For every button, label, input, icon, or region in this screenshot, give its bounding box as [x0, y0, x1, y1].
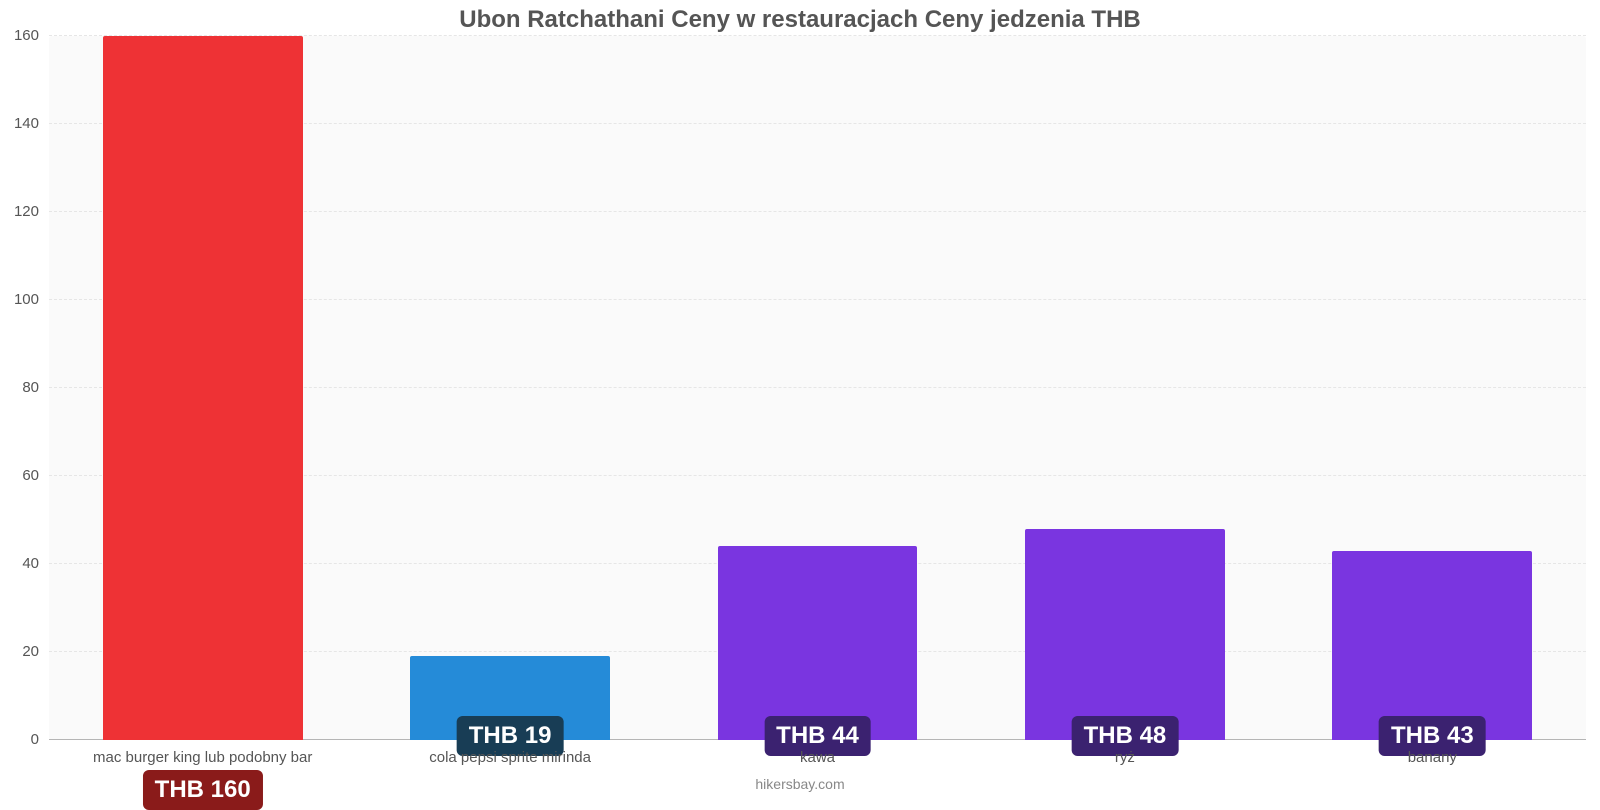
bars-container: THB 160 THB 19 THB 44 THB 48 THB 43	[49, 36, 1586, 740]
bar-slot: THB 44	[664, 36, 971, 740]
x-axis-label: mac burger king lub podobny bar	[49, 741, 356, 766]
y-tick-label: 60	[22, 467, 49, 485]
bar: THB 43	[1332, 551, 1532, 740]
y-tick-label: 40	[22, 555, 49, 573]
bar-slot: THB 19	[356, 36, 663, 740]
plot-area: 020406080100120140160 THB 160THB 19THB 4…	[49, 36, 1586, 740]
y-tick-label: 160	[14, 27, 49, 45]
x-axis-label: ryż	[971, 741, 1278, 766]
x-axis-label: banany	[1279, 741, 1586, 766]
bar: THB 48	[1025, 529, 1225, 740]
bar-slot: THB 43	[1279, 36, 1586, 740]
bar-slot: THB 48	[971, 36, 1278, 740]
bar: THB 19	[410, 656, 610, 740]
y-tick-label: 120	[14, 203, 49, 221]
x-labels: mac burger king lub podobny barcola peps…	[49, 741, 1586, 766]
bar: THB 160	[103, 36, 303, 740]
bar: THB 44	[718, 546, 918, 740]
y-tick-label: 140	[14, 115, 49, 133]
y-tick-label: 20	[22, 643, 49, 661]
y-tick-label: 0	[31, 731, 49, 749]
x-axis-label: kawa	[664, 741, 971, 766]
bar-slot: THB 160	[49, 36, 356, 740]
y-tick-label: 80	[22, 379, 49, 397]
x-axis-label: cola pepsi sprite mirinda	[356, 741, 663, 766]
y-tick-label: 100	[14, 291, 49, 309]
source-attribution: hikersbay.com	[0, 776, 1600, 792]
chart-title: Ubon Ratchathani Ceny w restauracjach Ce…	[0, 6, 1600, 34]
price-bar-chart: Ubon Ratchathani Ceny w restauracjach Ce…	[0, 0, 1600, 800]
